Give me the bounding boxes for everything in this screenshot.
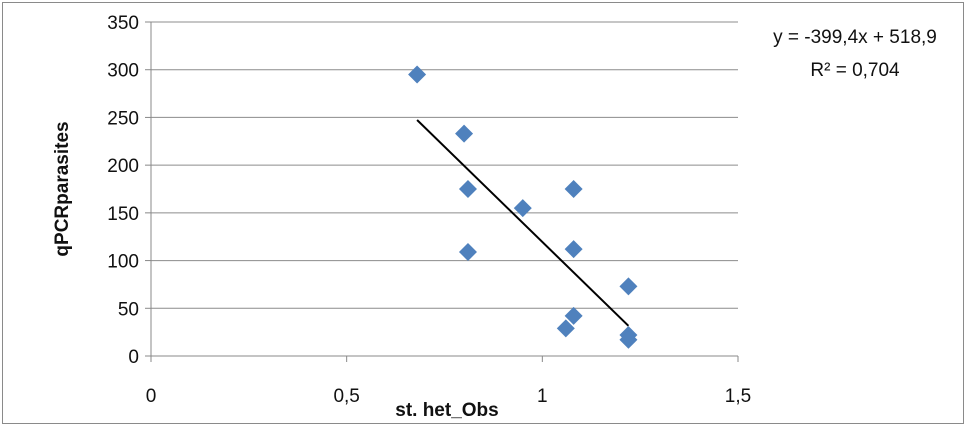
data-point <box>564 306 583 325</box>
data-point <box>458 242 477 261</box>
y-axis-title: qPCRparasites <box>52 121 73 256</box>
y-tick-label: 0 <box>128 347 139 368</box>
y-tick-label: 200 <box>107 156 139 177</box>
data-point <box>408 65 427 84</box>
x-axis-title: st. het_Obs <box>395 400 498 421</box>
y-tick-labels: 0 50 100 150 200 250 300 350 <box>107 13 139 368</box>
data-point <box>619 330 638 349</box>
axes <box>150 22 738 357</box>
data-point <box>619 277 638 296</box>
data-point <box>458 180 477 198</box>
y-tick-label: 300 <box>107 61 139 82</box>
trendline-group <box>416 119 630 327</box>
data-point <box>564 240 583 259</box>
data-point <box>455 124 474 143</box>
y-tick-label: 100 <box>107 252 139 273</box>
r-squared-label: R² = 0,704 <box>810 60 900 81</box>
data-point <box>556 319 575 338</box>
y-tick-label: 250 <box>107 108 139 129</box>
x-tick-labels: 0 0,5 1 1,5 <box>146 386 752 407</box>
y-tick-label: 50 <box>118 299 139 320</box>
y-tick-label: 350 <box>107 13 139 34</box>
gridlines <box>145 21 739 362</box>
y-tick-label: 150 <box>107 204 139 225</box>
trendline-equation: y = -399,4x + 518,9 <box>773 27 937 48</box>
x-tick-label: 1 <box>537 386 548 407</box>
data-points <box>408 65 638 349</box>
x-tick-label: 0 <box>146 386 157 407</box>
data-point <box>513 199 532 218</box>
x-tick-label: 1,5 <box>725 386 751 407</box>
trendline <box>416 119 630 327</box>
data-point <box>564 180 583 198</box>
x-tick-label: 0,5 <box>333 386 359 407</box>
